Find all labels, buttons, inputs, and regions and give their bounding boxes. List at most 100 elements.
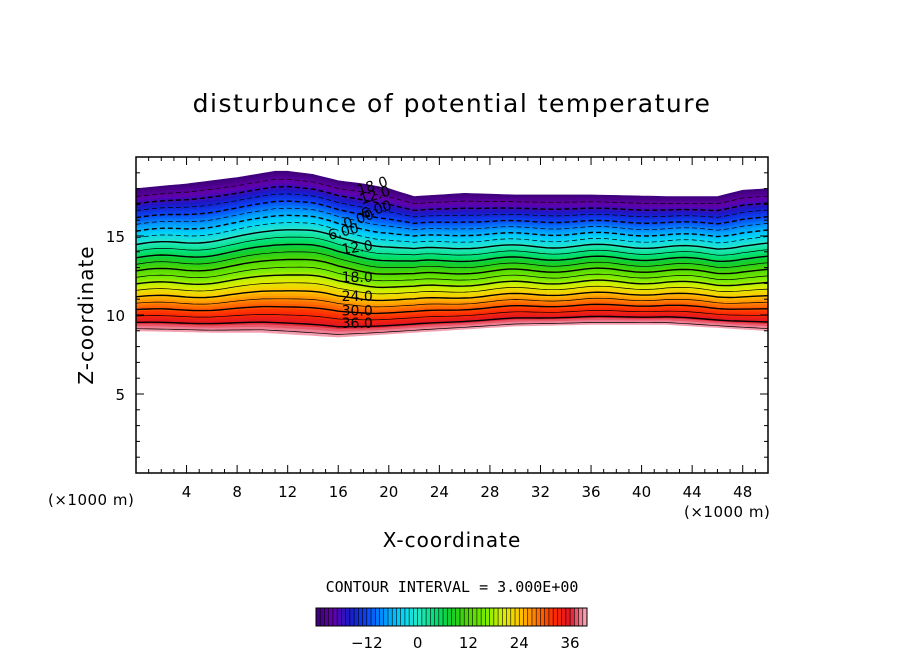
colorbar-cell [404,608,410,626]
contour-line [136,200,768,225]
colorbar-cell [540,608,545,626]
colorbar-cell [396,608,401,626]
colorbar-cell [544,608,550,626]
colorbar-cell [354,608,359,626]
colorbar-cell [553,608,558,626]
colorbar-cell [519,608,524,626]
x-tick-label: 36 [581,483,600,501]
colorbar-cell [387,608,393,626]
contour-interval-label: CONTOUR INTERVAL = 3.000E+00 [326,578,579,596]
axis-ticks [136,157,768,473]
contour-line [136,222,768,244]
contour-line [136,303,768,315]
contour-label: 12.0 [341,238,374,258]
x-unit-left: (×1000 m) [48,491,134,509]
contour-line [136,178,768,205]
y-tick-label: 5 [115,386,125,404]
colorbar-cell [472,608,478,626]
colorbar-cell [510,608,516,626]
colorbar-cell [464,608,469,626]
contour-line [136,266,768,282]
colorbar-cell [409,608,414,626]
colorbar-cell [527,608,533,626]
colorbar-cell [561,608,567,626]
colorbar-cell [358,608,363,626]
colorbar-cell [476,608,482,626]
colorbar-cell [337,608,342,626]
colorbar-cell [531,608,537,626]
colorbar-cell [459,608,465,626]
colorbar-cell [493,608,499,626]
colorbar-cell [498,608,503,626]
chart-title: disturbunce of potential temperature [193,89,712,118]
contour-line [136,251,768,269]
colorbar-tick-label: 24 [510,634,529,652]
contour-line [136,297,768,308]
colorbar-cell [345,608,351,626]
contour-label: 30.0 [342,303,373,319]
contour-label: 24.0 [342,289,373,305]
contour-label: 6.00 [326,220,360,244]
contour-label: 18.0 [342,270,373,286]
x-tick-label: 24 [430,483,449,501]
colorbar-cell [375,608,380,626]
colorbar-cell [451,608,457,626]
colorbar-cell [434,608,440,626]
colorbar-cell [468,608,473,626]
contour-line [136,193,768,218]
contour-line [136,185,768,212]
x-tick-label: 40 [632,483,651,501]
colorbar-cell [506,608,512,626]
colorbar-cell [502,608,507,626]
x-axis-title: X-coordinate [383,528,522,552]
colorbar [315,607,588,627]
x-tick-labels: 4 8 12 16 20 24 28 32 36 40 44 48 [182,483,752,501]
colorbar-cell [383,608,389,626]
contour-line [136,258,768,275]
colorbar-tick-label: 0 [413,634,423,652]
colorbar-cell [366,608,372,626]
x-unit-right: (×1000 m) [684,503,770,521]
contour-line [136,236,768,256]
colorbar-cell [362,608,368,626]
contour-line [136,310,768,321]
contour-line [136,274,768,289]
x-tick-label: 28 [480,483,499,501]
x-tick-label: 12 [278,483,297,501]
contour-label: 36.0 [342,316,373,332]
colorbar-cell [328,608,334,626]
x-tick-label: 8 [232,483,242,501]
colorbar-cell [455,608,461,626]
colorbar-cell [557,608,562,626]
colorbar-cell [349,608,355,626]
contour-line [136,290,768,302]
colorbar-cell [515,608,520,626]
contour-line [136,214,768,238]
colorbar-frame [315,607,588,627]
contour-line [136,322,768,335]
colorbar-tick-label: 12 [459,634,478,652]
colorbar-cell [332,608,338,626]
colorbar-cell [426,608,431,626]
colorbar-tick-label: −12 [351,634,383,652]
x-tick-label: 32 [531,483,550,501]
colorbar-cell [582,608,588,626]
colorbar-tick-labels: −12 0 12 24 36 [351,634,580,652]
contour-line [136,282,768,295]
contour-line [136,243,768,263]
colorbar-cell [417,608,423,626]
colorbar-cell [392,608,397,626]
colorbar-cell [536,608,541,626]
colorbar-cell [489,608,495,626]
x-tick-label: 44 [683,483,702,501]
colorbar-cell [481,608,486,626]
colorbar-cell [438,608,444,626]
colorbar-cell [570,608,575,626]
colorbar-cell [316,608,321,626]
y-tick-label: 15 [106,228,125,246]
colorbar-cell [565,608,571,626]
x-tick-label: 16 [329,483,348,501]
colorbar-cell [341,608,346,626]
contour-line [136,315,768,328]
x-tick-label: 4 [182,483,192,501]
